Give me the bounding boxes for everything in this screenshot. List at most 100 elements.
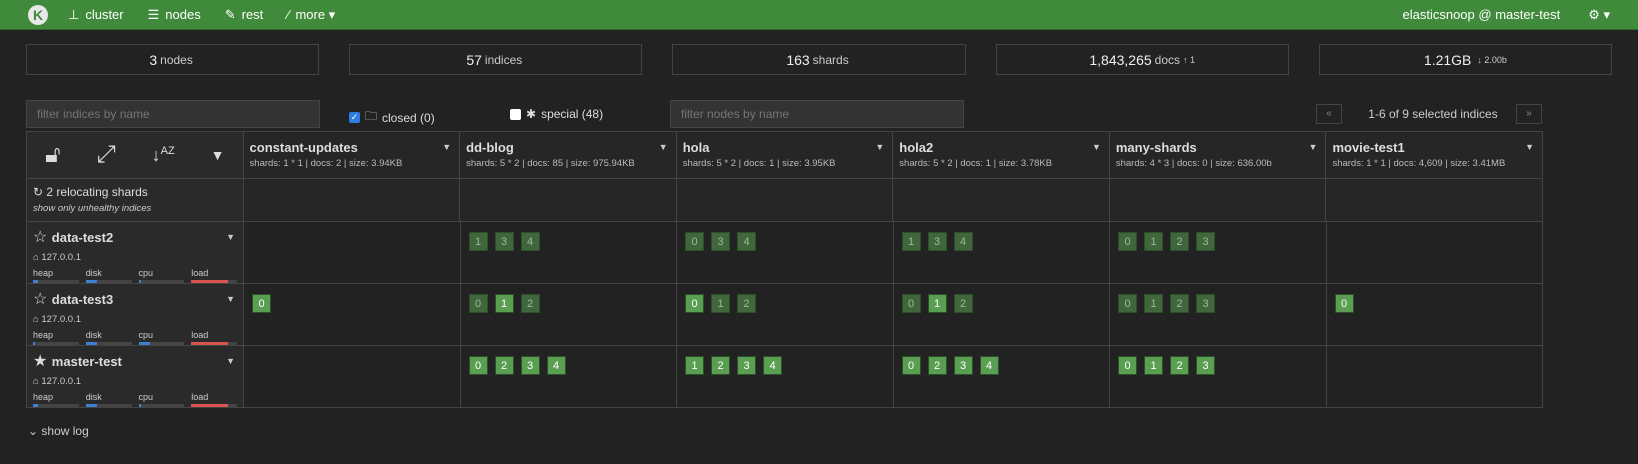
primary-shard[interactable]: 3: [1196, 356, 1215, 375]
primary-shard[interactable]: 0: [901, 356, 921, 375]
node-info: ★ master-test ▼ ⌂ 127.0.0.1 heap disk cpu load: [27, 346, 243, 407]
primary-shard[interactable]: 0: [468, 356, 488, 375]
shard-cell: [243, 222, 460, 283]
special-checkbox[interactable]: ✱ special (48): [510, 107, 603, 121]
primary-shard[interactable]: 4: [546, 356, 566, 375]
index-name[interactable]: movie-test1: [1332, 140, 1405, 155]
overview-table: 🔓︎ ⤢ ↓AZ ▼ constant-updates shards: 1 * 1…: [26, 131, 1543, 408]
pagination-info: 1-6 of 9 selected indices: [1368, 107, 1498, 121]
primary-shard[interactable]: 3: [520, 356, 540, 375]
replica-shard[interactable]: 2: [1170, 232, 1189, 251]
primary-shard[interactable]: 2: [1170, 356, 1189, 375]
sort-alpha-icon[interactable]: ↓AZ: [151, 144, 175, 165]
primary-shard[interactable]: 4: [979, 356, 999, 375]
cerebro-logo[interactable]: K: [28, 4, 48, 25]
filter-nodes-input[interactable]: [670, 100, 964, 128]
primary-shard[interactable]: 1: [1144, 356, 1163, 375]
caret-down-icon[interactable]: ▼: [210, 147, 225, 163]
gear-icon[interactable]: ⚙ ▾: [1588, 6, 1610, 22]
caret-down-icon[interactable]: ▼: [442, 142, 452, 152]
filter-indices-input[interactable]: [26, 100, 320, 128]
primary-shard[interactable]: 0: [1334, 294, 1354, 313]
replica-shard[interactable]: 2: [737, 294, 756, 313]
replica-shard[interactable]: 3: [1196, 294, 1215, 313]
sitemap-icon: ⊥: [68, 6, 80, 22]
caret-down-icon[interactable]: ▼: [226, 356, 235, 366]
replica-shard[interactable]: 3: [927, 232, 947, 251]
replica-shard[interactable]: 0: [1118, 294, 1137, 313]
index-header: hola shards: 5 * 2 | docs: 1 | size: 3.95…: [675, 132, 893, 178]
cpu-bar: [138, 342, 185, 345]
nav-more[interactable]: ⁄ more ▾: [287, 6, 336, 23]
index-name[interactable]: dd-blog: [466, 140, 514, 155]
unlock-icon[interactable]: 🔓︎: [44, 141, 61, 168]
hdd-icon: ⌂: [33, 314, 42, 325]
metric-disk: disk: [85, 268, 132, 283]
metric-cpu: cpu: [138, 392, 185, 407]
replica-shard[interactable]: 3: [1196, 232, 1215, 251]
replica-shard[interactable]: 1: [901, 232, 921, 251]
index-name[interactable]: constant-updates: [249, 140, 358, 155]
replica-shard[interactable]: 0: [1118, 232, 1137, 251]
caret-down-icon[interactable]: ▼: [1091, 142, 1101, 152]
caret-down-icon[interactable]: ▼: [658, 142, 668, 152]
nav-nodes[interactable]: ☰ nodes: [147, 6, 201, 23]
primary-shard[interactable]: 3: [737, 356, 756, 375]
replica-shard[interactable]: 4: [953, 232, 973, 251]
nav-rest[interactable]: ✎ rest: [224, 6, 264, 23]
primary-shard[interactable]: 1: [494, 294, 514, 313]
replica-shard[interactable]: 1: [1144, 294, 1163, 313]
primary-shard[interactable]: 2: [711, 356, 730, 375]
replica-shard[interactable]: 1: [711, 294, 730, 313]
index-name[interactable]: hola: [682, 140, 710, 155]
caret-down-icon[interactable]: ▼: [226, 294, 235, 304]
replica-shard[interactable]: 3: [494, 232, 514, 251]
replica-shard[interactable]: 1: [1144, 232, 1163, 251]
primary-shard[interactable]: 3: [953, 356, 973, 375]
node-name[interactable]: data-test2: [51, 230, 114, 245]
primary-shard[interactable]: 2: [494, 356, 514, 375]
node-name[interactable]: data-test3: [51, 292, 114, 307]
checkbox-checked[interactable]: ✓: [349, 112, 360, 123]
expand-icon[interactable]: ⤢: [96, 141, 116, 168]
closed-checkbox[interactable]: ✓ 🗀 closed (0): [349, 107, 435, 128]
caret-down-icon[interactable]: ▼: [1525, 142, 1535, 152]
primary-shard[interactable]: 4: [763, 356, 782, 375]
replica-shard[interactable]: 3: [711, 232, 730, 251]
show-unhealthy-link[interactable]: show only unhealthy indices: [33, 203, 152, 214]
primary-shard[interactable]: 1: [927, 294, 947, 313]
nav-cluster[interactable]: ⊥ cluster: [68, 6, 124, 23]
chevron-down-circle-icon: ⌄: [28, 424, 39, 438]
replica-shard[interactable]: 2: [953, 294, 973, 313]
caret-down-icon[interactable]: ▼: [1308, 142, 1318, 152]
replica-shard[interactable]: 2: [520, 294, 540, 313]
cluster-user[interactable]: elasticsnoop @ master-test: [1402, 7, 1561, 22]
asterisk-icon: ✱: [526, 107, 537, 121]
index-name[interactable]: hola2: [899, 140, 934, 155]
replica-shard[interactable]: 0: [901, 294, 921, 313]
primary-shard[interactable]: 2: [927, 356, 947, 375]
primary-shard[interactable]: 0: [1118, 356, 1137, 375]
primary-shard[interactable]: 0: [252, 294, 271, 313]
replica-shard[interactable]: 4: [737, 232, 756, 251]
metric-load: load: [191, 268, 237, 283]
next-page-button[interactable]: »: [1516, 104, 1542, 124]
replica-shard[interactable]: 1: [468, 232, 488, 251]
caret-down-icon[interactable]: ▼: [875, 142, 885, 152]
caret-down-icon[interactable]: ▼: [226, 232, 235, 242]
replica-shard[interactable]: 0: [685, 232, 704, 251]
prev-page-button[interactable]: «: [1316, 104, 1342, 124]
checkbox-unchecked[interactable]: [510, 108, 521, 120]
show-log-toggle[interactable]: ⌄ show log: [28, 424, 89, 438]
primary-shard[interactable]: 1: [685, 356, 704, 375]
index-name[interactable]: many-shards: [1115, 140, 1197, 155]
node-row: ★ master-test ▼ ⌂ 127.0.0.1 heap disk cpu load…: [27, 346, 1542, 407]
primary-shard[interactable]: 0: [685, 294, 704, 313]
relocating-shards[interactable]: 2 relocating shards: [46, 185, 148, 199]
replica-shard[interactable]: 0: [468, 294, 488, 313]
replica-shard[interactable]: 2: [1170, 294, 1189, 313]
node-name[interactable]: master-test: [51, 354, 122, 369]
replica-shard[interactable]: 4: [520, 232, 540, 251]
